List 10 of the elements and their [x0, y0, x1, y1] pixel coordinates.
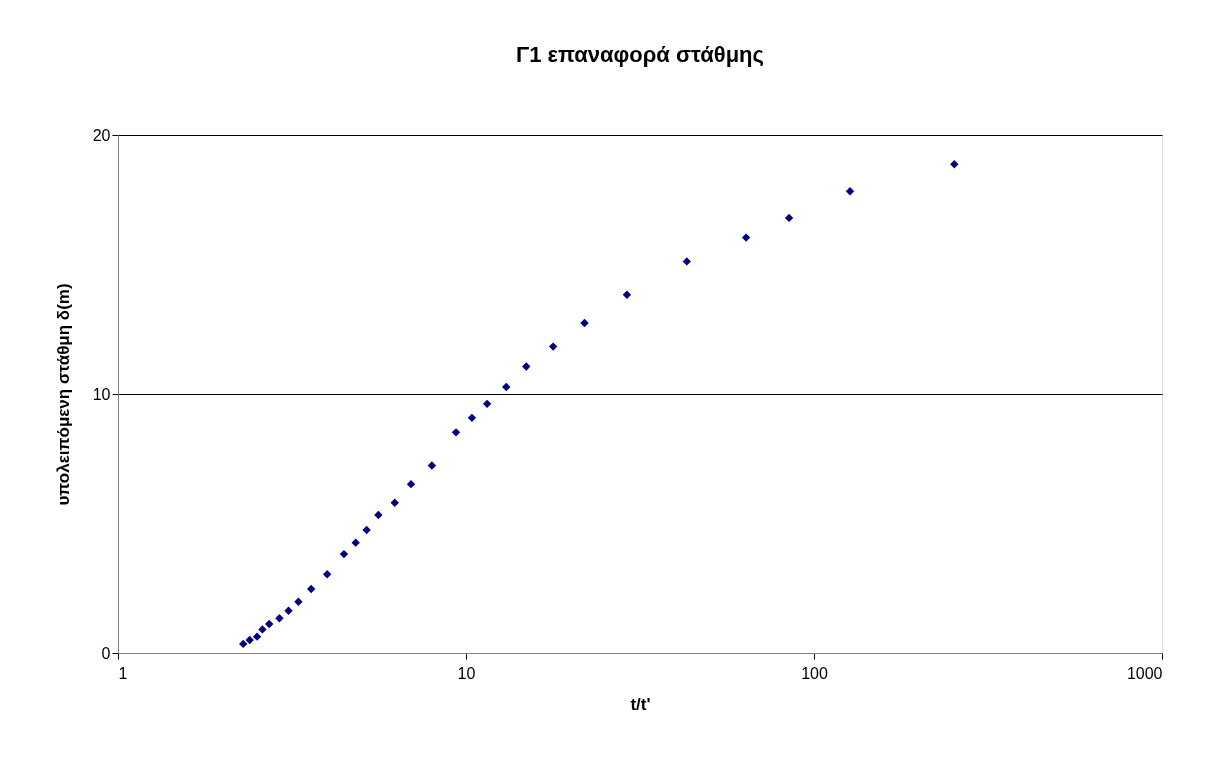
y-tick-label: 10: [92, 385, 111, 403]
y-axis-title: υπολειπόμενη στάθμη δ(m): [53, 283, 73, 506]
x-tick-label: 10: [457, 664, 476, 682]
x-tick-label: 1: [118, 664, 128, 682]
x-axis-title: t/t': [630, 694, 651, 714]
y-tick-label: 0: [101, 644, 111, 662]
y-tick-label: 20: [92, 126, 111, 144]
x-tick-label: 100: [801, 664, 828, 682]
x-tick-label: 1000: [1126, 664, 1163, 682]
chart-title: Γ1 επαναφορά στάθμης: [516, 42, 764, 67]
